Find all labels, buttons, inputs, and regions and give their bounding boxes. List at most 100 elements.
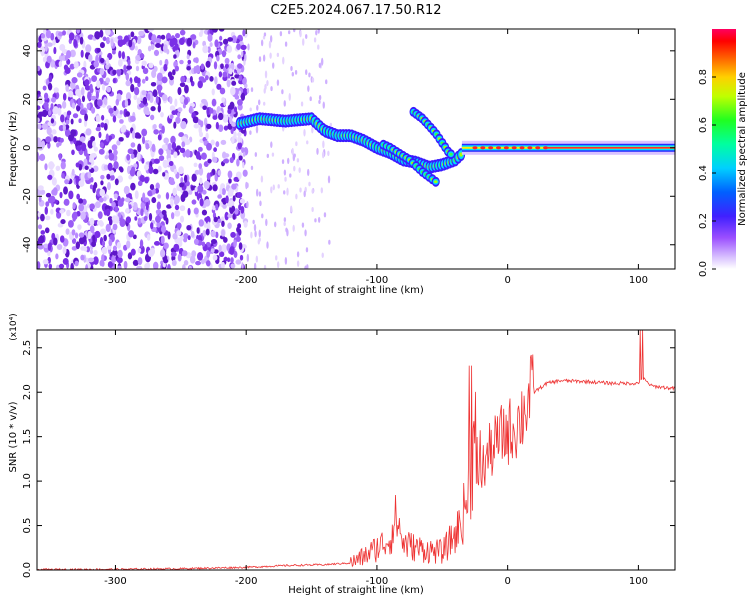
- spectrogram-noise-blob: [314, 218, 317, 223]
- spectrogram-noise-blob: [123, 185, 130, 195]
- spectrogram-noise-blob: [149, 183, 155, 190]
- spectrogram-noise-blob: [286, 228, 289, 237]
- spectrogram-x-tick-label: 0: [504, 275, 510, 286]
- spectrogram-noise-blob: [197, 146, 203, 152]
- spectrogram-noise-blob: [192, 42, 196, 49]
- spectrogram-noise-blob: [87, 171, 92, 179]
- spectrogram-noise-blob: [239, 254, 244, 261]
- spectrogram-noise-blob: [238, 204, 242, 211]
- spectrogram-noise-blob: [74, 260, 79, 267]
- spectrogram-noise-blob: [210, 139, 215, 146]
- spectrogram-noise-blob: [307, 168, 310, 177]
- spectrogram-noise-blob: [57, 107, 62, 116]
- spectrogram-noise-blob: [215, 203, 219, 210]
- snr-plot-area: [37, 330, 675, 570]
- spectrogram-noise-blob: [105, 36, 111, 45]
- spectrogram-noise-blob: [135, 65, 140, 72]
- spectrogram-noise-blob: [84, 79, 90, 86]
- spectrogram-noise-blob: [299, 187, 302, 193]
- spectrogram-noise-blob: [68, 134, 75, 142]
- spectrogram-noise-blob: [85, 128, 92, 136]
- spectrogram-noise-blob: [153, 129, 159, 135]
- spectrogram-noise-blob: [134, 216, 138, 221]
- spectrogram-noise-blob: [59, 137, 64, 143]
- spectrogram-noise-blob: [37, 152, 40, 162]
- spectrogram-noise-blob: [125, 72, 130, 81]
- spectrogram-noise-blob: [214, 39, 219, 48]
- spectrogram-noise-blob: [143, 215, 148, 222]
- spectrogram-noise-blob: [53, 87, 59, 93]
- spectrogram-noise-blob: [132, 202, 138, 211]
- spectrogram-noise-blob: [114, 205, 119, 213]
- spectrogram-noise-blob: [219, 87, 226, 95]
- spectrogram-noise-blob: [89, 217, 95, 226]
- spectrogram-noise-blob: [105, 223, 111, 233]
- spectrogram-noise-blob: [89, 83, 93, 91]
- spectrogram-noise-blob: [62, 123, 66, 132]
- spectrogram-noise-blob: [233, 131, 237, 139]
- spectrogram-noise-blob: [258, 237, 261, 242]
- spectrogram-noise-blob: [249, 130, 252, 135]
- spectrogram-noise-blob: [182, 190, 189, 198]
- spectrogram-noise-blob: [237, 223, 242, 229]
- spectrogram-noise-blob: [93, 146, 98, 152]
- spectrogram-noise-blob: [293, 153, 296, 158]
- spectrogram-noise-blob: [187, 235, 191, 241]
- spectrogram-noise-blob: [42, 259, 49, 265]
- spectrogram-noise-blob: [198, 163, 203, 170]
- spectrogram-noise-blob: [108, 218, 113, 226]
- spectrogram-noise-blob: [294, 69, 298, 75]
- spectrogram-noise-blob: [183, 237, 188, 243]
- spectrogram-noise-blob: [155, 182, 160, 190]
- spectrogram-noise-blob: [209, 42, 213, 48]
- spectrogram-noise-blob: [105, 208, 111, 217]
- spectrogram-noise-blob: [237, 63, 243, 69]
- spectrogram-noise-blob: [53, 136, 58, 143]
- spectrogram-noise-blob: [100, 228, 107, 235]
- spectrogram-noise-blob: [99, 57, 105, 64]
- spectrogram-noise-blob: [301, 222, 305, 228]
- spectrogram-noise-blob: [160, 34, 166, 40]
- spectrogram-noise-blob: [101, 254, 105, 263]
- spectrogram-noise-blob: [94, 230, 101, 238]
- spectrogram-noise-blob: [93, 182, 98, 189]
- spectrogram-noise-blob: [144, 176, 149, 184]
- spectrogram-noise-blob: [191, 173, 197, 182]
- spectrogram-noise-blob: [91, 75, 98, 83]
- spectrogram-noise-blob: [112, 77, 116, 84]
- snr-scale-label: (x10⁴): [9, 313, 19, 340]
- spectrogram-noise-blob: [47, 82, 53, 91]
- spectrogram-noise-blob: [94, 31, 101, 40]
- spectrogram-noise-blob: [242, 161, 245, 169]
- spectrogram-line-peak: [546, 146, 675, 149]
- spectrogram-noise-blob: [179, 96, 185, 103]
- spectrogram-noise-blob: [217, 194, 222, 199]
- spectrogram-noise-blob: [150, 44, 155, 50]
- spectrogram-noise-blob: [43, 92, 49, 100]
- spectrogram-noise-blob: [237, 99, 243, 106]
- spectrogram-noise-blob: [110, 174, 115, 181]
- spectrogram-noise-blob: [186, 37, 193, 47]
- spectrogram-noise-blob: [40, 213, 45, 222]
- spectrogram-noise-blob: [71, 229, 76, 236]
- spectrogram-noise-blob: [78, 118, 82, 124]
- spectrogram-noise-blob: [116, 140, 121, 146]
- spectrogram-noise-blob: [288, 92, 291, 101]
- spectrogram-noise-blob: [44, 163, 48, 171]
- spectrogram-noise-blob: [161, 125, 165, 134]
- chart-title: C2E5.2024.067.17.50.R12: [270, 3, 441, 18]
- spectrogram-noise-blob: [265, 218, 268, 227]
- spectrogram-noise-blob: [130, 166, 136, 175]
- spectrogram-noise-blob: [300, 101, 304, 107]
- spectrogram-noise-blob: [311, 188, 314, 194]
- spectrogram-noise-blob: [127, 148, 134, 155]
- spectrogram-noise-blob: [282, 56, 285, 65]
- spectrogram-noise-blob: [272, 62, 275, 69]
- spectrogram-noise-blob: [99, 29, 104, 38]
- spectrogram-noise-blob: [261, 213, 264, 219]
- spectrogram-noise-blob: [229, 246, 235, 255]
- spectrogram-noise-blob: [169, 114, 174, 120]
- spectrogram-noise-blob: [260, 39, 264, 47]
- spectrogram-noise-blob: [240, 44, 247, 51]
- spectrogram-noise-blob: [317, 44, 320, 50]
